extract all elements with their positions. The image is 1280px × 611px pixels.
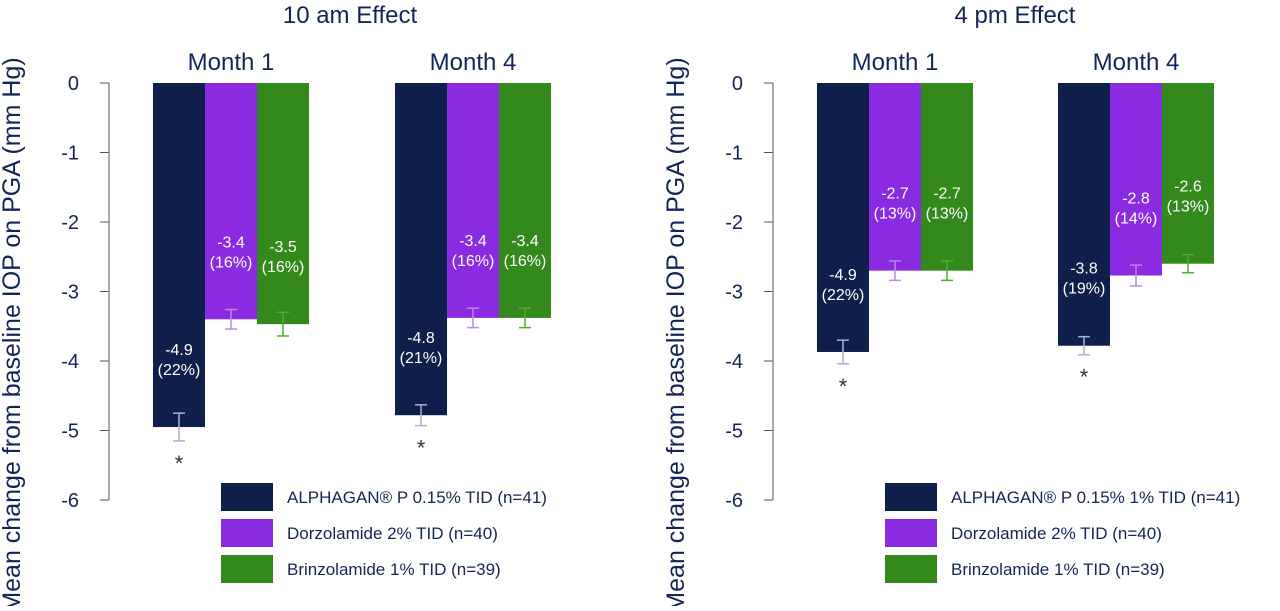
chart-title: 4 pm Effect [955,2,1076,29]
data-label: (22%) [158,362,201,379]
y-tick-label: -3 [725,282,743,304]
data-label: -3.5 [269,239,297,256]
bar [395,83,447,416]
data-label: -4.8 [407,330,435,347]
bar [1058,83,1110,346]
legend-swatch [221,519,273,547]
data-label: -2.7 [933,186,961,203]
significance-marker: * [417,436,426,461]
legend-swatch [885,555,937,583]
legend-label: Dorzolamide 2% TID (n=40) [287,524,498,543]
legend-label: Brinzolamide 1% TID (n=39) [951,560,1165,579]
y-axis-label: Mean change from baseline IOP on PGA (mm… [662,57,690,606]
chart-panel-1: 10 am Effect Mean change from baseline IO… [0,2,551,611]
data-label: -2.6 [1174,179,1202,196]
bar [1110,83,1162,276]
y-tick-label: -5 [725,421,743,443]
y-axis-label: Mean change from baseline IOP on PGA (mm… [0,57,26,606]
bar [257,83,309,325]
y-tick-label: -4 [725,351,743,373]
chart-panel-2: 4 pm Effect Mean change from baseline IOP… [662,2,1240,611]
data-label: -3.4 [511,233,539,250]
data-label: -4.9 [165,342,193,359]
significance-marker: * [175,451,184,476]
data-label: (16%) [452,253,495,270]
data-label: (13%) [874,206,917,223]
data-label: (16%) [504,253,547,270]
y-tick-label: 0 [732,73,743,95]
data-label: (13%) [1167,199,1210,216]
y-tick-label: 0 [68,73,79,95]
y-tick-label: -5 [61,421,79,443]
bar [869,83,921,271]
bar [447,83,499,318]
y-tick-label: -3 [61,282,79,304]
data-label: -3.8 [1070,261,1098,278]
bar [499,83,551,318]
data-label: -3.4 [217,234,245,251]
significance-marker: * [839,374,848,399]
category-label: Month 4 [430,49,517,76]
legend-swatch [885,483,937,511]
legend-swatch [221,483,273,511]
legend-label: Brinzolamide 1% TID (n=39) [287,560,501,579]
y-tick-label: -1 [61,143,79,165]
category-label: Month 1 [188,49,275,76]
data-label: (22%) [822,287,865,304]
bar [205,83,257,320]
data-label: (16%) [262,259,305,276]
y-tick-label: -1 [725,143,743,165]
significance-marker: * [1080,365,1089,390]
legend-label: ALPHAGAN® P 0.15% 1% TID (n=41) [951,488,1240,507]
data-label: (19%) [1063,281,1106,298]
chart-title: 10 am Effect [283,2,418,29]
y-tick-label: -6 [725,490,743,512]
bar [1162,83,1214,264]
legend-swatch [221,555,273,583]
bar [817,83,869,352]
bar [921,83,973,271]
legend-swatch [885,519,937,547]
data-label: (13%) [926,206,969,223]
data-label: -3.4 [459,233,487,250]
y-tick-label: -2 [725,212,743,234]
legend-label: Dorzolamide 2% TID (n=40) [951,524,1162,543]
data-label: (16%) [210,254,253,271]
category-label: Month 4 [1093,49,1180,76]
data-label: -4.9 [829,267,857,284]
data-label: -2.7 [881,186,909,203]
category-label: Month 1 [852,49,939,76]
data-label: (14%) [1115,211,1158,228]
data-label: -2.8 [1122,191,1150,208]
y-tick-label: -4 [61,351,79,373]
bar [153,83,205,428]
data-label: (21%) [400,350,443,367]
legend-label: ALPHAGAN® P 0.15% TID (n=41) [287,488,547,507]
y-tick-label: -6 [61,490,79,512]
y-tick-label: -2 [61,212,79,234]
